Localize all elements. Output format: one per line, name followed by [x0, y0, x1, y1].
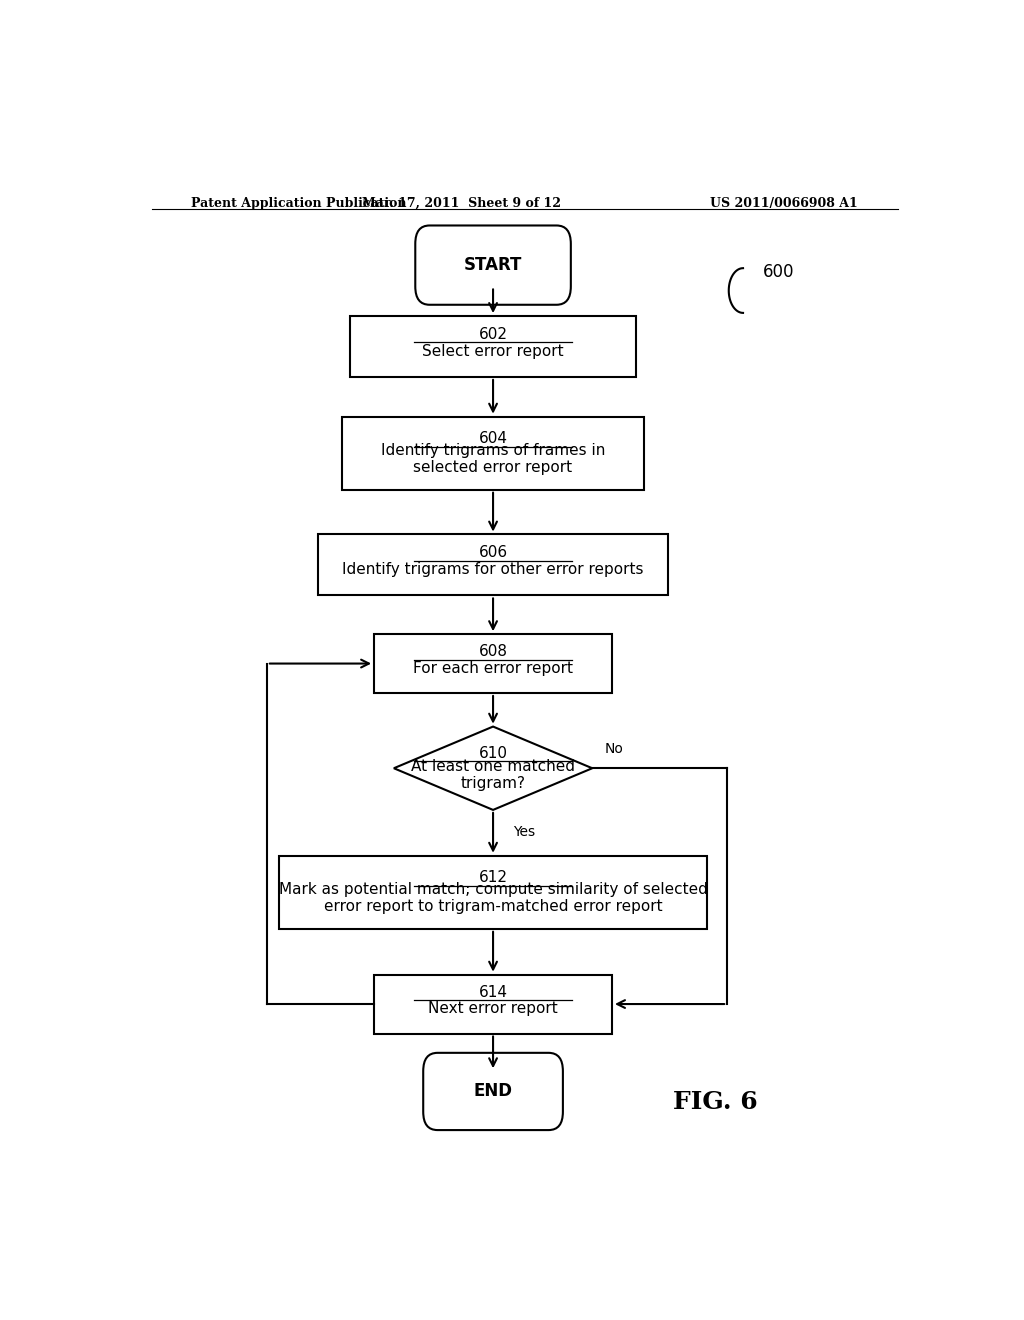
Text: FIG. 6: FIG. 6 — [673, 1089, 758, 1114]
Text: Identify trigrams for other error reports: Identify trigrams for other error report… — [342, 562, 644, 577]
Polygon shape — [394, 726, 592, 810]
Text: Mar. 17, 2011  Sheet 9 of 12: Mar. 17, 2011 Sheet 9 of 12 — [361, 197, 561, 210]
Bar — [374, 974, 612, 1034]
Text: START: START — [464, 256, 522, 275]
Text: 612: 612 — [478, 870, 508, 886]
Text: At least one matched
trigram?: At least one matched trigram? — [411, 759, 575, 791]
Text: US 2011/0066908 A1: US 2011/0066908 A1 — [711, 197, 858, 210]
Text: 600: 600 — [763, 263, 795, 281]
Text: 602: 602 — [478, 327, 508, 342]
Text: Patent Application Publication: Patent Application Publication — [191, 197, 407, 210]
Text: 608: 608 — [478, 644, 508, 659]
Text: 610: 610 — [478, 746, 508, 760]
Bar — [342, 417, 644, 490]
Bar — [318, 535, 668, 595]
Bar — [350, 315, 636, 378]
Text: Yes: Yes — [513, 825, 535, 840]
FancyBboxPatch shape — [423, 1053, 563, 1130]
Text: 604: 604 — [478, 432, 508, 446]
FancyBboxPatch shape — [416, 226, 570, 305]
Bar — [279, 855, 708, 929]
Text: 614: 614 — [478, 985, 508, 999]
Text: No: No — [604, 742, 623, 756]
Text: Identify trigrams of frames in
selected error report: Identify trigrams of frames in selected … — [381, 442, 605, 475]
Text: Mark as potential match; compute similarity of selected
error report to trigram-: Mark as potential match; compute similar… — [279, 882, 708, 915]
Text: 606: 606 — [478, 545, 508, 560]
Text: Next error report: Next error report — [428, 1002, 558, 1016]
Bar — [374, 634, 612, 693]
Text: For each error report: For each error report — [413, 661, 573, 676]
Text: Select error report: Select error report — [422, 343, 564, 359]
Text: END: END — [473, 1082, 513, 1101]
